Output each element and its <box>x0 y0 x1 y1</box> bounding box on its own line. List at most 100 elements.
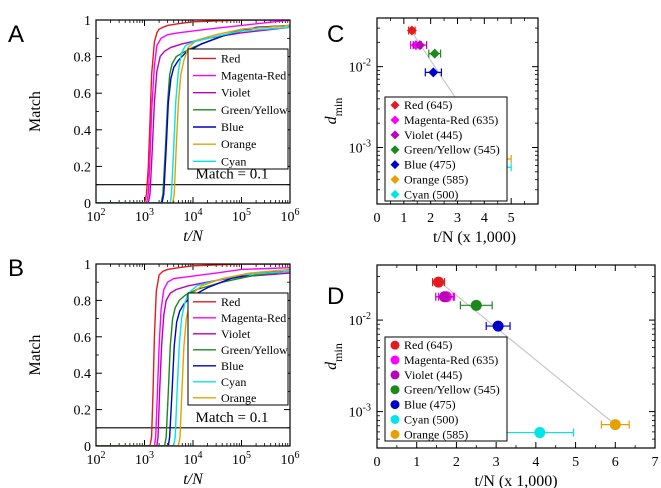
data-point-2 <box>439 291 451 303</box>
x-axis-label: t/N <box>183 228 204 245</box>
y-tick-label: 0.8 <box>74 51 92 66</box>
y-tick-label-exp: -2 <box>363 311 371 322</box>
legend-label-3: Green/Yellow (545) <box>404 383 500 397</box>
x-tick-label: 0 <box>374 455 381 470</box>
plot-frame <box>95 263 291 447</box>
legend-label-3: Green/Yellow (545) <box>404 143 500 157</box>
y-tick-label: 0.2 <box>74 404 92 419</box>
x-tick-label: 6 <box>612 455 619 470</box>
x-tick-label: 3 <box>493 455 500 470</box>
y-tick-label-exp: -3 <box>363 138 371 149</box>
x-tick-label: 5 <box>508 211 515 226</box>
panel-letter-c: C <box>327 21 344 48</box>
legend-marker-3 <box>390 145 400 155</box>
legend-marker-1 <box>390 115 400 125</box>
x-tick-label: 106 <box>281 207 300 225</box>
legend-label-1: Magenta-Red <box>221 69 286 83</box>
data-point-0 <box>406 25 417 36</box>
series-line-5 <box>96 24 290 203</box>
legend-label-1: Magenta-Red (635) <box>404 113 498 127</box>
legend-label-2: Violet <box>221 327 251 341</box>
legend-marker-1 <box>390 355 400 365</box>
threshold-label: Match = 0.1 <box>195 410 268 426</box>
x-tick-label: 3 <box>454 211 461 226</box>
threshold-label: Match = 0.1 <box>195 167 268 183</box>
y-tick-label-base: 10 <box>349 314 363 329</box>
x-tick-label-base: 10 <box>232 210 246 225</box>
data-point-3 <box>429 48 440 59</box>
legend-label-6: Cyan (500) <box>404 187 458 201</box>
legend-label-5: Cyan (500) <box>404 412 458 426</box>
legend-label-4: Blue <box>221 359 244 373</box>
y-tick-label: 0.4 <box>74 367 92 382</box>
y-axis-label-main: d <box>323 361 340 370</box>
x-tick-label: 106 <box>281 450 300 468</box>
x-tick-label: 1 <box>400 211 407 226</box>
x-tick-label: 5 <box>572 455 579 470</box>
x-tick-label-exp: 6 <box>295 207 300 218</box>
y-tick-label: 0 <box>84 440 91 455</box>
y-tick-label: 0.6 <box>74 87 92 102</box>
y-axis-label: dmin <box>323 98 345 125</box>
legend-label-5: Cyan <box>221 375 246 389</box>
panel-letter-a: A <box>8 21 24 48</box>
plot-area <box>432 276 630 439</box>
legend-label-2: Violet <box>221 86 251 100</box>
series-line-1 <box>96 266 290 446</box>
legend-marker-3 <box>390 385 400 395</box>
x-tick-label-exp: 6 <box>295 450 300 461</box>
legend-label-4: Blue <box>221 120 244 134</box>
x-tick-label: 2 <box>427 211 434 226</box>
y-axis-label-sub: min <box>331 343 345 362</box>
legend-marker-0 <box>390 100 400 110</box>
x-axis-label: t/N <box>183 471 204 488</box>
legend-label-3: Green/Yellow <box>221 103 288 117</box>
data-point-2 <box>414 40 425 51</box>
x-tick-label-exp: 4 <box>198 207 203 218</box>
x-tick-label: 103 <box>135 207 154 225</box>
y-tick-label: 0.8 <box>74 294 92 309</box>
y-tick-label-base: 10 <box>349 61 363 76</box>
series-line-0 <box>96 20 290 203</box>
x-tick-label: 103 <box>135 450 154 468</box>
plot-area <box>96 20 290 203</box>
y-tick-label: 1 <box>84 258 91 273</box>
x-tick-label: 4 <box>481 211 488 226</box>
x-tick-label: 0 <box>374 211 381 226</box>
x-tick-label: 104 <box>184 450 203 468</box>
x-tick-label-exp: 5 <box>246 450 251 461</box>
data-point-4 <box>428 67 439 78</box>
legend-marker-2 <box>390 370 400 380</box>
legend-label-0: Red <box>221 51 240 65</box>
y-tick-label-base: 10 <box>349 141 363 156</box>
legend-label-5: Orange (585) <box>404 172 468 186</box>
y-axis-label-sub: min <box>331 98 345 117</box>
x-tick-label: 7 <box>652 455 659 470</box>
y-tick-label: 0.6 <box>74 331 92 346</box>
y-tick-label: 0.4 <box>74 124 92 139</box>
y-axis-label: dmin <box>323 343 345 370</box>
legend-marker-4 <box>390 160 400 170</box>
x-tick-label-exp: 2 <box>101 207 106 218</box>
series-line-0 <box>96 264 290 446</box>
panel-letter-b: B <box>8 255 24 282</box>
x-tick-label: 2 <box>453 455 460 470</box>
y-tick-label: 10-3 <box>349 138 371 156</box>
y-axis-label: Match <box>27 91 44 132</box>
y-tick-label-base: 10 <box>349 406 363 421</box>
x-tick-label-base: 10 <box>87 453 101 468</box>
x-tick-label-exp: 2 <box>101 450 106 461</box>
legend-marker-5 <box>390 174 400 184</box>
x-tick-label-base: 10 <box>87 210 101 225</box>
legend-label-0: Red <box>221 295 240 309</box>
legend-marker-5 <box>390 414 400 424</box>
legend-box <box>384 336 508 442</box>
x-tick-label: 102 <box>87 450 106 468</box>
y-tick-label: 0 <box>84 197 91 212</box>
data-point-4 <box>492 320 504 332</box>
data-point-0 <box>433 276 445 288</box>
y-tick-label: 1 <box>84 14 91 29</box>
panel-letter-d: D <box>327 283 344 310</box>
